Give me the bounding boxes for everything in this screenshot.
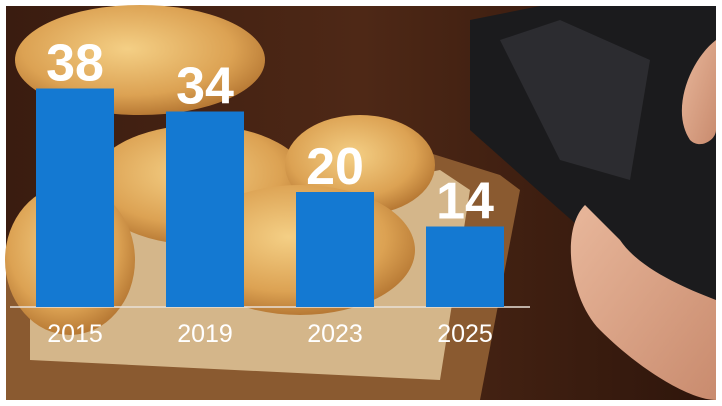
x-tick-label: 2019 [177, 320, 233, 348]
bar [166, 111, 244, 307]
x-tick-label: 2023 [307, 320, 363, 348]
value-label: 34 [176, 58, 234, 116]
bar [426, 226, 504, 307]
value-label: 14 [436, 173, 494, 231]
bar [296, 192, 374, 307]
value-label: 20 [306, 138, 364, 196]
value-label: 38 [46, 35, 104, 93]
bar [36, 88, 114, 307]
x-tick-label: 2015 [47, 320, 103, 348]
x-tick-label: 2025 [437, 320, 493, 348]
